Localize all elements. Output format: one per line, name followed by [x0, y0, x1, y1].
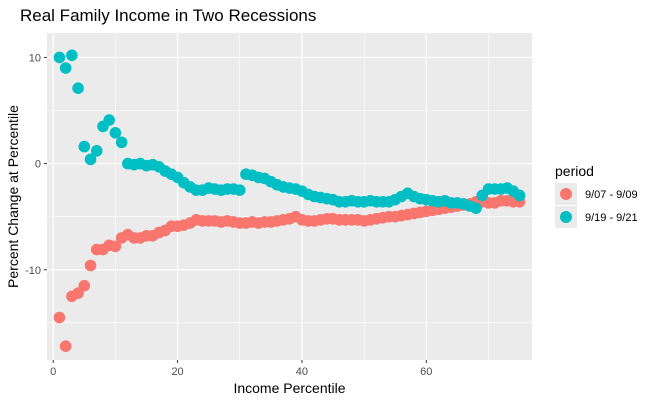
legend-label: 9/19 - 9/21: [585, 212, 638, 224]
data-point: [66, 49, 78, 62]
data-point: [78, 140, 91, 153]
data-point: [59, 62, 72, 74]
y-tick-label: 0: [35, 159, 41, 171]
plot-panel: [47, 33, 532, 360]
data-point: [90, 145, 103, 157]
legend: period 9/07 - 9/09 9/19 - 9/21: [555, 163, 638, 228]
data-point: [84, 153, 97, 166]
legend-swatch: [560, 211, 572, 223]
data-point: [233, 184, 246, 196]
data-point: [103, 114, 115, 126]
legend-swatch: [560, 188, 572, 200]
x-axis-title: Income Percentile: [233, 380, 345, 396]
data-point: [59, 340, 72, 352]
chart-title: Real Family Income in Two Recessions: [20, 6, 316, 25]
y-axis-title: Percent Change at Percentile: [5, 105, 21, 288]
axes: 0 20 40 60 -10 0 10: [25, 52, 432, 378]
x-tick-label: 40: [296, 366, 308, 378]
x-tick-label: 60: [420, 366, 432, 378]
legend-title: period: [555, 163, 594, 179]
data-point: [78, 279, 91, 292]
legend-label: 9/07 - 9/09: [585, 189, 638, 201]
data-point: [53, 51, 66, 64]
data-point: [84, 259, 97, 272]
data-point: [470, 202, 482, 214]
data-point: [109, 126, 122, 139]
data-point: [115, 136, 128, 149]
data-point: [109, 240, 122, 253]
data-point: [72, 82, 84, 95]
data-point: [53, 311, 66, 324]
y-tick-label: 10: [29, 52, 41, 64]
y-tick-label: -10: [25, 265, 41, 277]
x-tick-label: 20: [171, 366, 183, 378]
data-points: [53, 49, 526, 352]
x-tick-label: 0: [50, 366, 56, 378]
data-point: [513, 189, 526, 202]
